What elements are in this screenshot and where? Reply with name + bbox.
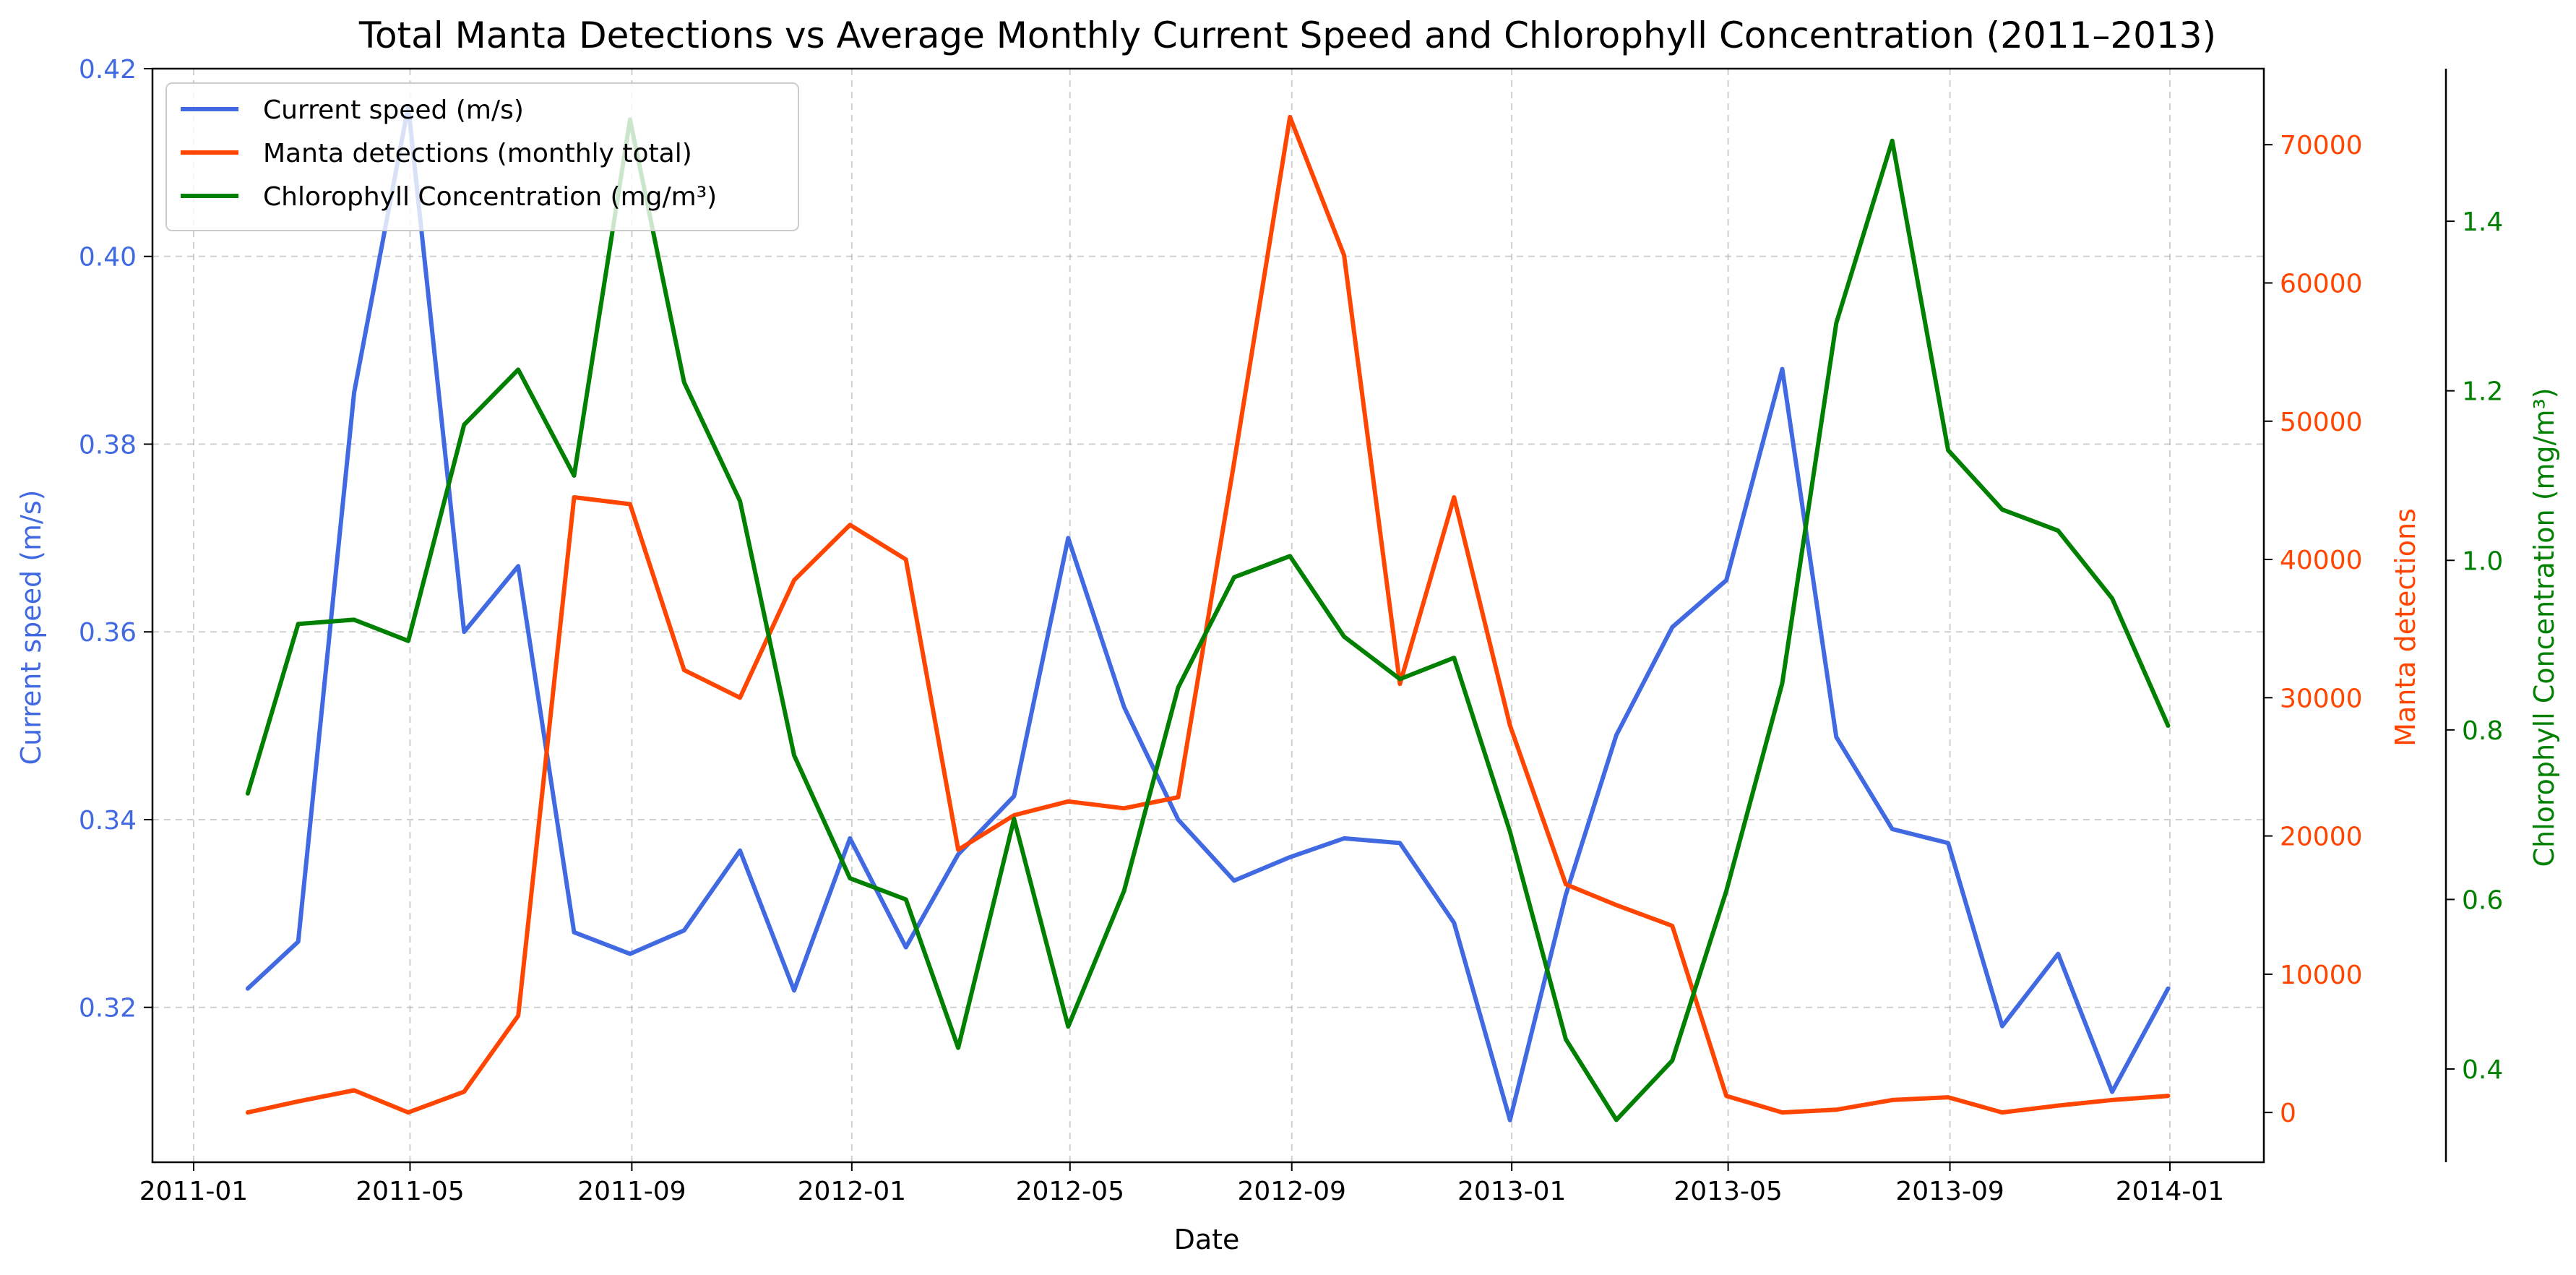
- x-tick-label: 2012-05: [1016, 1177, 1124, 1206]
- y-right-tick-label: 70000: [2280, 131, 2363, 160]
- y-right2-tick-label: 1.4: [2462, 207, 2503, 237]
- legend: Current speed (m/s) Manta detections (mon…: [165, 82, 799, 231]
- x-tick-label: 2011-05: [356, 1177, 464, 1206]
- y-right2-tick-label: 1.2: [2462, 377, 2503, 407]
- x-tick-label: 2013-01: [1457, 1177, 1566, 1206]
- series-line: [245, 117, 2171, 1122]
- x-tick-label: 2014-01: [2116, 1177, 2224, 1206]
- x-tick-label: 2011-01: [139, 1177, 248, 1206]
- y-right2-tick-label: 0.6: [2462, 885, 2503, 915]
- y-left-tick-label: 0.32: [79, 994, 137, 1023]
- legend-label: Manta detections (monthly total): [263, 139, 692, 168]
- axes-layer: 2011-01 2011-05 2011-09 2012-01 2012-05 2012-…: [79, 55, 2503, 1206]
- y-left-tick-label: 0.40: [79, 243, 137, 272]
- legend-box: [165, 82, 799, 231]
- y-right-tick-label: 20000: [2280, 823, 2363, 852]
- legend-label: Current speed (m/s): [263, 95, 524, 125]
- y-right-tick-label: 0: [2280, 1099, 2296, 1128]
- plot-frame: [151, 67, 2265, 1164]
- x-axis-label: Date: [1174, 1224, 1240, 1255]
- y-right-tick-label: 30000: [2280, 684, 2363, 713]
- y-right2-axis-label: Chlorophyll Concentration (mg/m³): [2528, 387, 2560, 867]
- y-left-tick-label: 0.36: [79, 618, 137, 648]
- y-right-tick-label: 50000: [2280, 408, 2363, 437]
- y-right-tick-label: 60000: [2280, 269, 2363, 299]
- y-right2-tick-label: 0.4: [2462, 1055, 2503, 1085]
- y-left-tick-label: 0.42: [79, 55, 137, 85]
- series-line: [245, 103, 2171, 1122]
- x-tick-label: 2012-09: [1238, 1177, 1346, 1206]
- y-left-tick-label: 0.38: [79, 430, 137, 460]
- y-right-tick-label: 10000: [2280, 961, 2363, 990]
- x-tick-label: 2012-01: [798, 1177, 906, 1206]
- x-tick-label: 2013-09: [1895, 1177, 2004, 1206]
- x-tick-label: 2013-05: [1673, 1177, 1782, 1206]
- y-right2-tick-label: 1.0: [2462, 546, 2503, 576]
- legend-label: Chlorophyll Concentration (mg/m³): [263, 182, 717, 212]
- y-left-tick-label: 0.34: [79, 806, 137, 836]
- y-right-tick-label: 40000: [2280, 546, 2363, 575]
- y-left-axis-label: Current speed (m/s): [15, 490, 47, 765]
- y-right-axis-label: Manta detections: [2390, 508, 2421, 747]
- series-layer: [245, 103, 2171, 1122]
- x-tick-label: 2011-09: [577, 1177, 686, 1206]
- chart-title: Total Manta Detections vs Average Monthl…: [358, 14, 2216, 56]
- y-right2-tick-label: 0.8: [2462, 716, 2503, 746]
